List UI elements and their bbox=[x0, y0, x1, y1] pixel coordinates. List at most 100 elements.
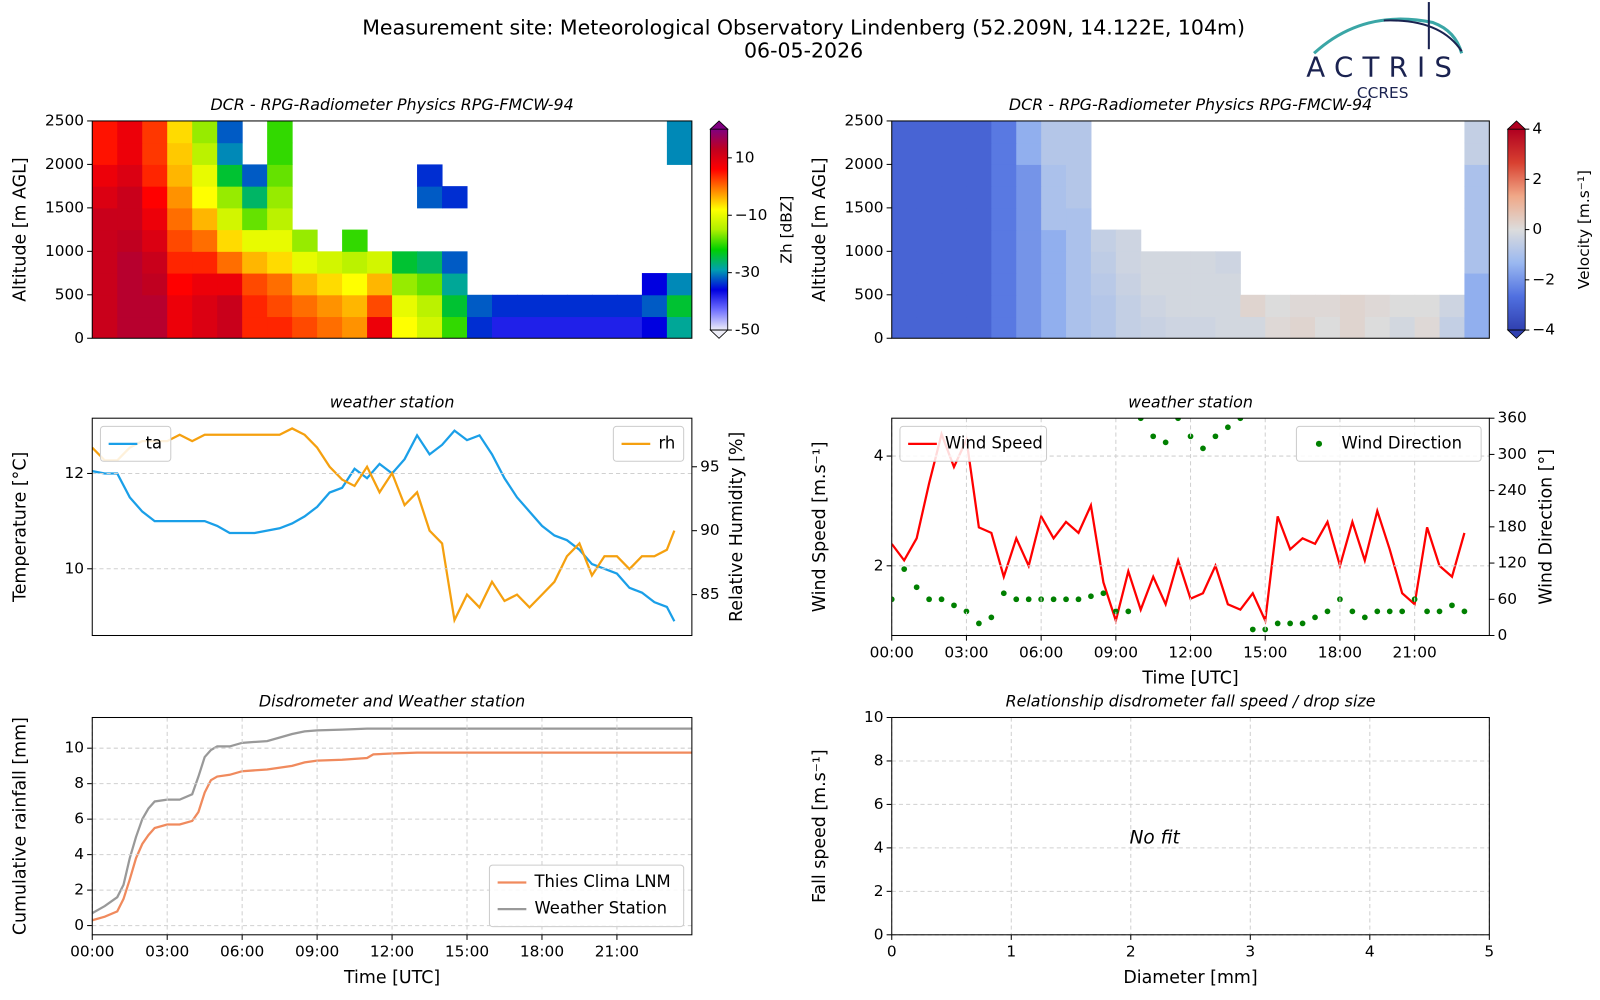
heatmap-cell bbox=[117, 316, 143, 339]
heatmap-cell bbox=[941, 316, 967, 339]
y-tick-label: 4 bbox=[874, 838, 884, 856]
heatmap-cell bbox=[1364, 316, 1391, 339]
heatmap-cell bbox=[217, 273, 243, 296]
legend: ta bbox=[99, 425, 172, 462]
x-tick-label: 12:00 bbox=[1168, 643, 1212, 661]
axes-frame bbox=[91, 716, 693, 936]
heatmap-cell bbox=[167, 273, 193, 296]
logo-subtext: CCRES bbox=[1357, 84, 1409, 102]
marker bbox=[1137, 418, 1144, 422]
y2-axis-label: Relative Humidity [%] bbox=[727, 432, 747, 622]
heatmap-cell bbox=[367, 251, 393, 274]
marker bbox=[1386, 608, 1393, 615]
panel-title: weather station bbox=[330, 392, 455, 411]
heatmap-cell bbox=[117, 207, 143, 231]
colorbar-extend bbox=[1506, 120, 1527, 130]
heatmap-cell bbox=[1066, 316, 1092, 339]
heatmap-cell bbox=[1016, 207, 1042, 231]
heatmap-cell bbox=[966, 164, 992, 187]
heatmap-cell bbox=[1389, 294, 1416, 318]
heatmap-cell bbox=[1016, 229, 1042, 252]
heatmap-cell bbox=[142, 273, 168, 296]
heatmap-cell bbox=[1041, 273, 1067, 296]
heatmap-cell bbox=[267, 142, 293, 165]
heatmap-cell bbox=[167, 207, 193, 231]
marker bbox=[1374, 608, 1381, 615]
y2-tick-label: 120 bbox=[1498, 554, 1527, 572]
x-tick-label: 2 bbox=[1126, 943, 1136, 961]
marker bbox=[976, 620, 982, 627]
heatmap-cell bbox=[541, 316, 568, 339]
marker bbox=[1249, 626, 1256, 633]
heatmap-cell bbox=[1240, 294, 1266, 318]
heatmap-cell bbox=[1215, 316, 1241, 339]
axes-frame bbox=[891, 120, 1490, 339]
heatmap-cell bbox=[1464, 273, 1490, 296]
heatmap-cell bbox=[1215, 251, 1241, 274]
heatmap-cell bbox=[192, 186, 218, 209]
heatmap-cell bbox=[442, 251, 468, 274]
heatmap-cell bbox=[117, 294, 143, 318]
heatmap-cell bbox=[367, 316, 393, 339]
heatmap-cell bbox=[1389, 316, 1416, 339]
heatmap-cell bbox=[92, 164, 118, 187]
heatmap-cell bbox=[1215, 273, 1241, 296]
heatmap-cell bbox=[891, 120, 918, 144]
heatmap-cell bbox=[1464, 207, 1490, 231]
x-tick-label: 5 bbox=[1484, 943, 1494, 961]
heatmap-cell bbox=[342, 273, 368, 296]
marker bbox=[1025, 596, 1032, 603]
legend-box bbox=[899, 425, 1048, 462]
heatmap-cell bbox=[217, 294, 243, 318]
legend-box bbox=[1295, 425, 1482, 462]
heatmap-cell bbox=[292, 229, 318, 252]
panel: 0 2 4 6 8 10 00:00 03:00 06:00 09:00 12:00 15:00 18:… bbox=[10, 692, 693, 988]
x-tick-label: 0 bbox=[887, 943, 897, 961]
heatmap-cell bbox=[292, 273, 318, 296]
heatmap-cell bbox=[1041, 186, 1067, 209]
heatmap-cell bbox=[217, 120, 243, 144]
heatmap-cell bbox=[641, 316, 668, 339]
heatmap-cell bbox=[192, 251, 218, 274]
heatmap-cell bbox=[566, 294, 593, 318]
heatmap-cell bbox=[1464, 316, 1490, 339]
heatmap-cell bbox=[1016, 186, 1042, 209]
heatmap-cell bbox=[941, 229, 967, 252]
heatmap-cell bbox=[891, 251, 918, 274]
marker bbox=[901, 566, 908, 572]
heatmap-cell bbox=[1090, 251, 1117, 274]
marker bbox=[1461, 608, 1468, 615]
heatmap-cell bbox=[217, 251, 243, 274]
heatmap-cell bbox=[92, 186, 118, 209]
colorbar-label: Velocity [m.s⁻¹] bbox=[1575, 170, 1593, 289]
legend-marker bbox=[1315, 440, 1323, 447]
x-tick-label: 09:00 bbox=[1094, 643, 1138, 661]
x-tick-label: 21:00 bbox=[1392, 643, 1436, 661]
heatmap-cell bbox=[192, 207, 218, 231]
y-tick-label: 4 bbox=[874, 447, 884, 465]
y2-tick-label: 60 bbox=[1498, 590, 1518, 608]
heatmap-cell bbox=[1066, 229, 1092, 252]
marker bbox=[938, 596, 945, 603]
heatmap-cell bbox=[492, 316, 518, 339]
x-tick-label: 15:00 bbox=[445, 943, 489, 961]
heatmap-cell bbox=[1290, 316, 1316, 339]
heatmap-cell bbox=[442, 316, 468, 339]
y2-tick-label: 300 bbox=[1498, 445, 1527, 463]
y-tick-label: 2 bbox=[874, 882, 884, 900]
heatmap-cell bbox=[1464, 294, 1490, 318]
y-tick-label: 2 bbox=[74, 881, 84, 899]
heatmap-cell bbox=[1016, 316, 1042, 339]
panel-title: DCR - RPG-Radiometer Physics RPG-FMCW-94 bbox=[210, 95, 573, 114]
heatmap-cell bbox=[966, 294, 992, 318]
y-tick-label: 2000 bbox=[45, 155, 84, 173]
heatmap-cell bbox=[217, 229, 243, 252]
heatmap-cell bbox=[342, 251, 368, 274]
heatmap-cell bbox=[1414, 294, 1441, 318]
heatmap-cell bbox=[1041, 120, 1067, 144]
page-date: 06-05-2026 bbox=[744, 38, 863, 62]
marker bbox=[1324, 608, 1331, 615]
heatmap-cell bbox=[1464, 120, 1490, 144]
